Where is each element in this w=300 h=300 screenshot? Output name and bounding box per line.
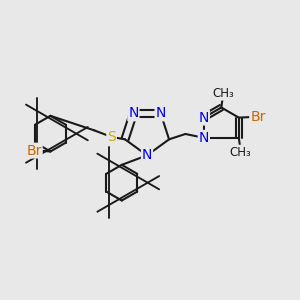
Text: CH₃: CH₃: [212, 87, 234, 100]
Text: CH₃: CH₃: [230, 146, 251, 159]
Text: Br: Br: [250, 110, 266, 124]
Text: N: N: [128, 106, 139, 120]
Text: N: N: [199, 111, 209, 124]
Text: N: N: [142, 148, 152, 162]
Text: N: N: [199, 131, 209, 145]
Text: Br: Br: [26, 144, 42, 158]
Text: S: S: [107, 130, 116, 144]
Text: N: N: [155, 106, 166, 120]
